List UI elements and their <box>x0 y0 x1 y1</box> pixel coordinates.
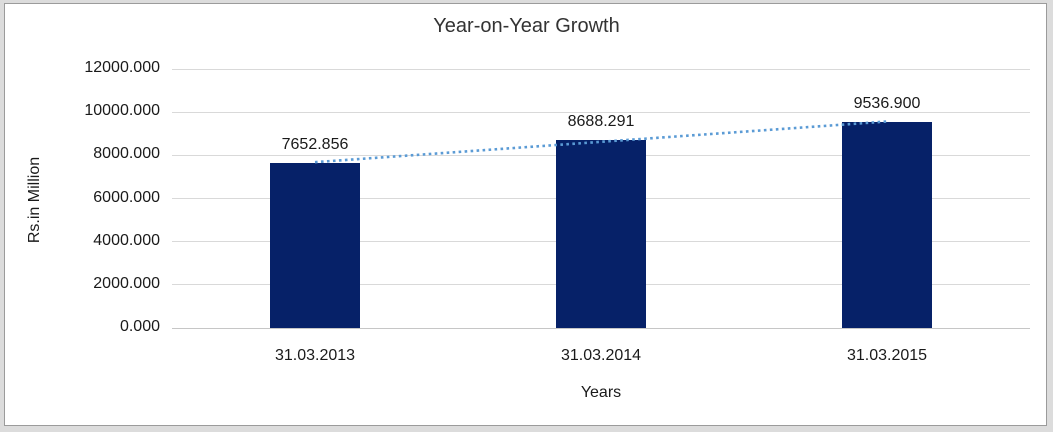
y-tick-label: 4000.000 <box>93 231 160 249</box>
chart-title: Year-on-Year Growth <box>433 15 620 37</box>
bar-data-label: 9536.900 <box>853 95 921 113</box>
bar <box>842 122 932 328</box>
x-category-label: 31.03.2015 <box>846 347 928 364</box>
plot-area <box>172 68 1030 329</box>
gridline <box>172 111 1030 113</box>
gridline <box>172 68 1030 70</box>
y-tick-label: 8000.000 <box>93 145 160 163</box>
y-tick-label: 12000.000 <box>84 59 160 76</box>
y-tick-label: 6000.000 <box>93 188 160 206</box>
x-axis-title: Years <box>580 384 622 401</box>
bar <box>270 162 360 328</box>
y-tick-label: 10000.000 <box>84 102 160 120</box>
bar <box>556 140 646 328</box>
y-tick-label: 2000.000 <box>93 274 160 292</box>
bar-data-label: 8688.291 <box>567 113 635 131</box>
x-category-label: 31.03.2014 <box>560 347 642 364</box>
y-tick-label: 0.000 <box>119 318 160 335</box>
x-axis-line <box>172 327 1030 329</box>
x-category-label: 31.03.2013 <box>274 347 356 364</box>
bar-data-label: 7652.856 <box>281 135 349 153</box>
